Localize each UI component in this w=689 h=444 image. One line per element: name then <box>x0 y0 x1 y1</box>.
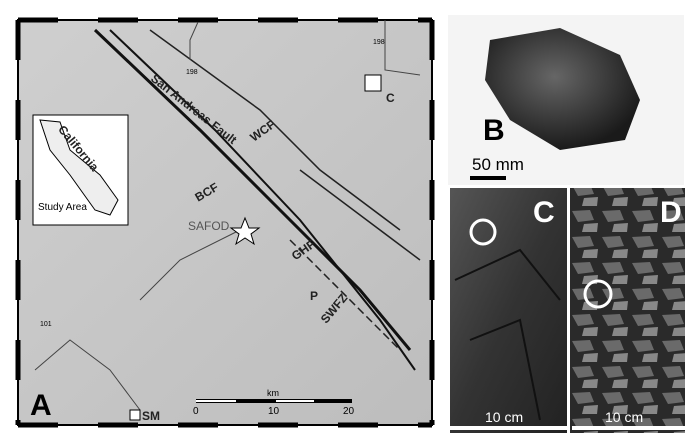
photo-d: D 10 cm <box>570 188 685 433</box>
inset-label: Study Area <box>38 202 87 213</box>
road-label: 101 <box>40 321 52 328</box>
photo-c: C 10 cm <box>450 188 567 433</box>
scale-tick: 10 <box>268 406 280 417</box>
panel-label: C <box>533 196 555 229</box>
place-label: SM <box>142 409 160 423</box>
place-label: C <box>386 91 395 105</box>
scale-unit: km <box>267 388 279 398</box>
place-label: P <box>310 289 318 303</box>
town-marker <box>365 75 381 91</box>
scale-tick: 0 <box>193 406 199 417</box>
map-panel: San Andreas Fault WCF BCF GHF SWFZ SAFOD… <box>18 20 432 425</box>
site-label: SAFOD <box>188 219 230 233</box>
scale-bar <box>470 176 506 180</box>
scale-bar <box>572 426 685 430</box>
panel-label: D <box>660 196 682 229</box>
panel-label: A <box>30 389 52 422</box>
road-label: 198 <box>186 69 198 76</box>
scale-bar <box>450 426 567 430</box>
town-marker <box>130 410 140 420</box>
figure: San Andreas Fault WCF BCF GHF SWFZ SAFOD… <box>0 0 689 444</box>
scale-label: 50 mm <box>472 155 524 174</box>
photo-b: B 50 mm <box>448 15 684 185</box>
scale-label: 10 cm <box>605 409 643 425</box>
panel-label: B <box>483 114 505 147</box>
scale-label: 10 cm <box>485 409 523 425</box>
scale-tick: 20 <box>343 406 355 417</box>
road-label: 198 <box>373 39 385 46</box>
